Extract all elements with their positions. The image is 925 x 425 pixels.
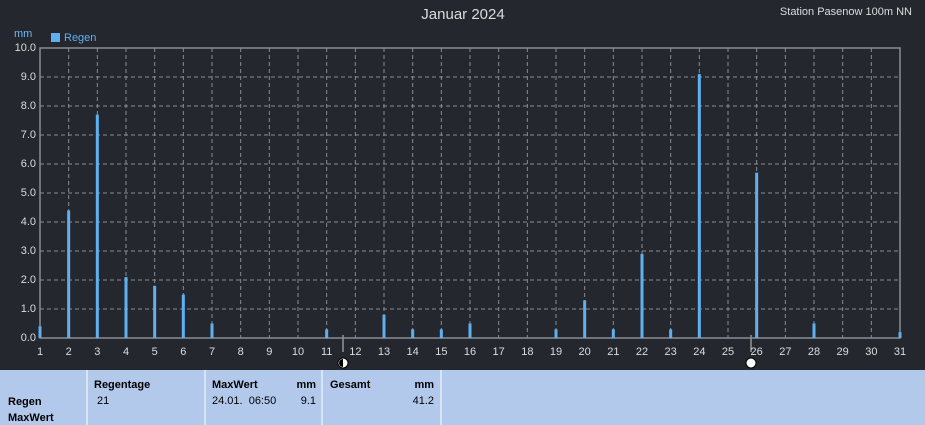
unit: mm xyxy=(296,379,316,391)
x-tick-label: 23 xyxy=(665,346,677,358)
y-tick-label: 9.0 xyxy=(21,71,36,83)
chart-title: Januar 2024 xyxy=(421,6,504,23)
x-tick-label: 24 xyxy=(693,346,705,358)
x-tick-label: 18 xyxy=(521,346,533,358)
moon-icon xyxy=(339,359,343,367)
background xyxy=(0,0,925,370)
x-tick-label: 2 xyxy=(66,346,72,358)
x-tick-label: 4 xyxy=(123,346,129,358)
bar xyxy=(583,300,587,338)
x-tick-label: 5 xyxy=(152,346,158,358)
legend-swatch xyxy=(51,33,60,42)
table-empty xyxy=(442,370,925,425)
bar xyxy=(181,294,185,338)
y-tick-label: 10.0 xyxy=(15,42,36,54)
bar xyxy=(325,329,329,338)
bar xyxy=(812,323,816,338)
y-tick-label: 7.0 xyxy=(21,129,36,141)
bar xyxy=(898,332,902,338)
x-tick-label: 31 xyxy=(894,346,906,358)
y-tick-label: 1.0 xyxy=(21,303,36,315)
bar xyxy=(439,329,443,338)
x-tick-label: 11 xyxy=(321,346,332,358)
bar xyxy=(554,329,558,338)
x-tick-label: 16 xyxy=(464,346,476,358)
summary-table: Regen MaxWert Regentage 21 MaxWert mm 24… xyxy=(0,370,925,425)
y-tick-label: 5.0 xyxy=(21,187,36,199)
x-tick-label: 29 xyxy=(837,346,849,358)
column-header: Regentage xyxy=(94,379,150,391)
x-tick-label: 14 xyxy=(407,346,419,358)
x-tick-label: 28 xyxy=(808,346,820,358)
y-tick-label: 3.0 xyxy=(21,245,36,257)
bar xyxy=(468,323,472,338)
bar xyxy=(153,285,157,338)
bar xyxy=(382,314,386,338)
x-tick-label: 15 xyxy=(435,346,447,358)
cell: 41.2 xyxy=(413,395,434,407)
x-tick-label: 20 xyxy=(579,346,591,358)
x-tick-label: 9 xyxy=(266,346,272,358)
column-header: MaxWert xyxy=(212,379,258,391)
x-tick-label: 6 xyxy=(180,346,186,358)
x-tick-label: 1 xyxy=(37,346,43,358)
row-label: MaxWert xyxy=(8,412,54,424)
y-tick-label: 4.0 xyxy=(21,216,36,228)
bar xyxy=(38,326,42,338)
row-label: Regen xyxy=(8,396,42,408)
cell: 21 xyxy=(97,395,109,407)
bar xyxy=(124,277,128,338)
x-tick-label: 10 xyxy=(292,346,304,358)
legend-label: Regen xyxy=(64,32,96,44)
y-axis-label: mm xyxy=(14,28,32,40)
bar xyxy=(611,329,615,338)
unit: mm xyxy=(414,379,434,391)
x-tick-label: 22 xyxy=(636,346,648,358)
column-header: Gesamt xyxy=(330,379,371,391)
x-tick-label: 27 xyxy=(779,346,791,358)
bar xyxy=(210,323,214,338)
bar xyxy=(697,74,701,338)
x-tick-label: 3 xyxy=(94,346,100,358)
station-label: Station Pasenow 100m NN xyxy=(780,6,912,18)
bar xyxy=(640,253,644,338)
x-tick-label: 19 xyxy=(550,346,562,358)
bar xyxy=(755,172,759,338)
bar xyxy=(67,210,71,338)
x-tick-label: 17 xyxy=(493,346,505,358)
x-tick-label: 26 xyxy=(751,346,763,358)
x-tick-label: 7 xyxy=(209,346,215,358)
cell: 24.01. 06:50 xyxy=(212,395,276,407)
bar xyxy=(95,114,99,338)
moon-icon xyxy=(745,357,757,369)
x-tick-label: 21 xyxy=(607,346,619,358)
bar xyxy=(669,329,673,338)
x-tick-label: 12 xyxy=(349,346,361,358)
x-tick-label: 8 xyxy=(238,346,244,358)
y-tick-label: 2.0 xyxy=(21,274,36,286)
bar xyxy=(411,329,415,338)
x-tick-label: 30 xyxy=(865,346,877,358)
y-tick-label: 8.0 xyxy=(21,100,36,112)
x-tick-label: 25 xyxy=(722,346,734,358)
y-tick-label: 6.0 xyxy=(21,158,36,170)
x-tick-label: 13 xyxy=(378,346,390,358)
y-tick-label: 0.0 xyxy=(21,332,36,344)
cell: 9.1 xyxy=(301,395,316,407)
